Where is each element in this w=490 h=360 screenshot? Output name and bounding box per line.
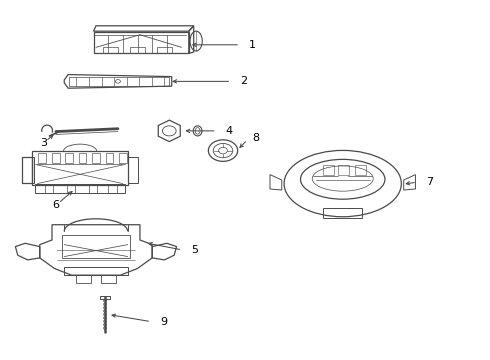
- Text: 4: 4: [225, 126, 233, 136]
- Bar: [65, 153, 73, 163]
- Text: 8: 8: [253, 134, 260, 143]
- Bar: [130, 47, 145, 53]
- Bar: [108, 184, 117, 193]
- Bar: [157, 47, 171, 53]
- Bar: [64, 267, 128, 275]
- Bar: [100, 296, 110, 300]
- Bar: [67, 184, 75, 193]
- Bar: [64, 75, 172, 88]
- Bar: [76, 275, 91, 283]
- Bar: [78, 153, 86, 163]
- Text: 6: 6: [52, 200, 60, 210]
- Text: 2: 2: [240, 76, 247, 86]
- Bar: [338, 165, 348, 175]
- Bar: [0, 147, 115, 222]
- Bar: [128, 157, 138, 183]
- Bar: [101, 275, 116, 283]
- Bar: [22, 157, 34, 183]
- Bar: [45, 184, 53, 193]
- Bar: [62, 235, 130, 258]
- Bar: [52, 153, 60, 163]
- Bar: [105, 153, 113, 163]
- Bar: [94, 32, 189, 53]
- Bar: [21, 207, 171, 287]
- Bar: [32, 151, 128, 185]
- Bar: [272, 131, 413, 230]
- Bar: [355, 165, 366, 175]
- Bar: [119, 153, 127, 163]
- Bar: [103, 47, 118, 53]
- Text: 5: 5: [191, 246, 198, 255]
- Text: 7: 7: [426, 177, 433, 187]
- Bar: [323, 208, 362, 218]
- Bar: [91, 26, 194, 56]
- Bar: [69, 77, 169, 86]
- Bar: [35, 184, 125, 193]
- Text: 3: 3: [40, 138, 47, 148]
- Text: 9: 9: [160, 317, 167, 327]
- Text: 1: 1: [249, 40, 256, 50]
- Bar: [89, 184, 98, 193]
- Bar: [92, 153, 100, 163]
- Bar: [323, 165, 334, 175]
- Bar: [38, 153, 46, 163]
